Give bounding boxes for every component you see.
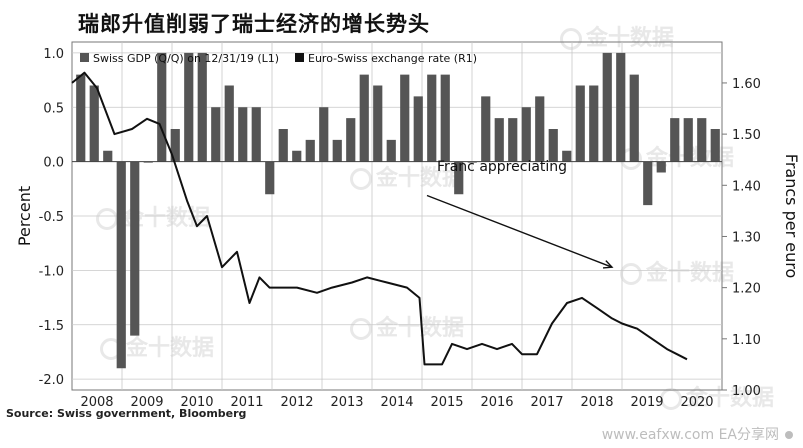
annotation-label: Franc appreciating <box>437 159 567 175</box>
gdp-bar <box>211 107 221 162</box>
gdp-bar <box>521 107 531 162</box>
gdp-bar <box>346 118 356 162</box>
y-right-axis-title: Francs per euro <box>782 154 801 278</box>
gdp-bar <box>589 85 599 162</box>
y-right-tick-label: 1.20 <box>732 282 761 297</box>
x-tick-label: 2015 <box>430 395 463 410</box>
gdp-bar <box>278 129 288 162</box>
y-right-tick-label: 1.60 <box>732 77 761 92</box>
annotation-arrow <box>426 194 613 268</box>
y-right-tick-label: 1.50 <box>732 128 761 143</box>
y-right-tick-label: 1.00 <box>732 384 761 399</box>
gdp-bar <box>76 74 86 162</box>
y-left-axis-title: Percent <box>15 186 34 246</box>
y-left-tick-label: -1.5 <box>39 319 64 334</box>
gdp-bar <box>130 161 140 336</box>
x-tick-label: 2018 <box>580 395 613 410</box>
x-tick-label: 2016 <box>480 395 513 410</box>
gdp-bar <box>265 161 275 195</box>
x-tick-label: 2020 <box>680 395 713 410</box>
x-tick-label: 2017 <box>530 395 563 410</box>
gdp-bar <box>656 161 666 173</box>
gdp-bar <box>616 52 626 162</box>
x-tick-label: 2010 <box>180 395 213 410</box>
legend-label-fx: Euro-Swiss exchange rate (R1) <box>308 52 477 65</box>
annotation-arrowhead <box>602 260 614 269</box>
y-left-tick-label: 0.5 <box>43 101 64 116</box>
gdp-bar <box>683 118 693 162</box>
gdp-bar <box>494 118 504 162</box>
y-left-tick-label: 1.0 <box>43 47 64 62</box>
gdp-bar <box>373 85 383 162</box>
gdp-bar <box>319 107 329 162</box>
gdp-bar <box>332 139 342 162</box>
source-note: Source: Swiss government, Bloomberg <box>6 407 247 420</box>
gdp-bar <box>184 52 194 162</box>
gdp-bar <box>116 161 126 369</box>
y-right-tick-label: 1.40 <box>732 179 761 194</box>
gdp-bar <box>305 139 315 162</box>
y-left-tick-label: -2.0 <box>39 373 64 388</box>
gdp-bar <box>238 107 248 162</box>
gdp-bar <box>413 96 423 162</box>
gdp-bar <box>440 74 450 162</box>
gdp-bar <box>386 139 396 162</box>
chart-title: 瑞郎升值削弱了瑞士经济的增长势头 <box>78 12 430 36</box>
exchange-rate-line <box>71 71 688 366</box>
gdp-bar <box>481 96 491 162</box>
x-tick-label: 2011 <box>230 395 263 410</box>
gdp-bar <box>224 85 234 162</box>
gdp-bar <box>710 129 720 162</box>
gdp-bar <box>670 118 680 162</box>
gdp-bar <box>197 52 207 162</box>
y-right-tick-label: 1.10 <box>732 333 761 348</box>
gdp-bar <box>89 85 99 162</box>
gdp-bar <box>157 52 167 162</box>
gdp-bar <box>575 85 585 162</box>
legend-swatch-fx <box>295 53 304 62</box>
gdp-bar <box>629 74 639 162</box>
gdp-bar <box>103 150 113 162</box>
gdp-bar <box>170 129 180 162</box>
gdp-bar <box>535 96 545 162</box>
gdp-bar <box>359 74 369 162</box>
y-left-tick-label: -0.5 <box>39 210 64 225</box>
gdp-bar <box>292 150 302 162</box>
gdp-bar <box>562 150 572 162</box>
gdp-bar <box>508 118 518 162</box>
gdp-bar <box>548 129 558 162</box>
gdp-bar <box>643 161 653 206</box>
gdp-bar <box>697 118 707 162</box>
y-left-tick-label: -1.0 <box>39 264 64 279</box>
footer-credit: www.eafxw.com EA分享网 <box>602 424 793 444</box>
x-tick-label: 2013 <box>330 395 363 410</box>
x-tick-label: 2014 <box>380 395 413 410</box>
gdp-bar <box>251 107 261 162</box>
x-tick-label: 2019 <box>630 395 663 410</box>
gdp-bar <box>400 74 410 162</box>
y-right-tick-label: 1.30 <box>732 230 761 245</box>
x-tick-label: 2009 <box>130 395 163 410</box>
x-tick-label: 2012 <box>280 395 313 410</box>
gdp-bar <box>454 161 464 195</box>
gdp-bar <box>427 74 437 162</box>
y-left-tick-label: 0.0 <box>43 156 64 171</box>
legend-swatch-gdp <box>80 53 89 62</box>
legend-label-gdp: Swiss GDP (Q/Q) on 12/31/19 (L1) <box>93 52 279 65</box>
x-tick-label: 2008 <box>80 395 113 410</box>
gdp-bar <box>602 52 612 162</box>
